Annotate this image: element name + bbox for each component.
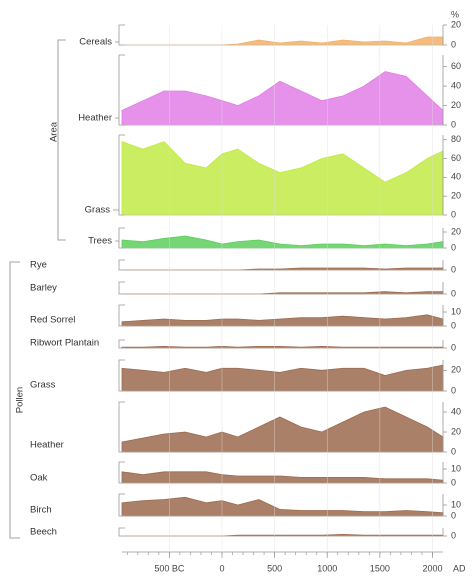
y-tick-label: 40 <box>451 80 461 90</box>
y-tick-label: 0 <box>451 209 456 219</box>
x-tick-label: 0 <box>219 563 224 573</box>
panel-label: Rye <box>30 260 47 271</box>
y-tick-label: 20 <box>451 365 461 375</box>
group-bracket <box>9 261 20 539</box>
y-tick-label: 0 <box>451 39 456 49</box>
panel-label: Heather <box>78 113 112 124</box>
panel-label: Ribwort Plantain <box>30 338 99 349</box>
panel-bracket <box>118 339 125 349</box>
y-tick-label: 20 <box>451 100 461 110</box>
panel-bracket <box>118 527 125 537</box>
y-tick-label: 10 <box>451 499 461 509</box>
area <box>122 267 444 271</box>
y-tick-label: 0 <box>451 385 456 395</box>
x-tick-label: 500 <box>267 563 282 573</box>
panel-label: Cereals <box>79 37 112 48</box>
area <box>121 71 444 126</box>
y-tick-label: 0 <box>451 446 456 456</box>
panel-label: Grass <box>30 380 56 391</box>
x-tick-label: 500 BC <box>154 563 185 573</box>
y-tick-label: 10 <box>451 306 461 316</box>
panel-label: Beech <box>30 527 57 538</box>
area <box>121 235 444 249</box>
group-bracket <box>57 39 66 241</box>
area <box>121 141 444 216</box>
y-tick-label: 0 <box>451 510 456 520</box>
y-tick-label: 10 <box>451 463 461 473</box>
y-tick-label: 60 <box>451 153 461 163</box>
area <box>121 345 444 349</box>
panel-label: Birch <box>30 505 52 516</box>
y-tick-label: 20 <box>451 19 461 29</box>
area <box>121 314 444 327</box>
y-tick-label: 0 <box>451 342 456 352</box>
y-tick-label: 0 <box>451 264 456 274</box>
area <box>122 291 444 295</box>
x-unit-label: AD <box>453 563 466 573</box>
y-unit-label: % <box>451 9 459 19</box>
area <box>121 471 444 484</box>
y-tick-label: 0 <box>451 530 456 540</box>
x-tick-label: 1500 <box>370 563 390 573</box>
area <box>121 364 444 392</box>
y-tick-label: 40 <box>451 172 461 182</box>
y-tick-label: 0 <box>451 477 456 487</box>
panel-label: Grass <box>85 205 111 216</box>
group-label: Area <box>49 121 60 142</box>
panel-label: Oak <box>30 473 48 484</box>
panel-bracket <box>118 281 125 295</box>
y-tick-label: 0 <box>451 119 456 129</box>
panel-label: Heather <box>30 440 64 451</box>
group-label: Pollen <box>15 387 26 413</box>
area <box>121 406 444 453</box>
y-tick-label: 60 <box>451 61 461 71</box>
panel-label: Barley <box>30 283 57 294</box>
panel-bracket <box>118 259 125 271</box>
y-tick-label: 20 <box>451 191 461 201</box>
y-tick-label: 20 <box>451 226 461 236</box>
y-tick-label: 0 <box>451 288 456 298</box>
y-tick-label: 0 <box>451 242 456 252</box>
y-tick-label: 80 <box>451 134 461 144</box>
y-tick-label: 20 <box>451 426 461 436</box>
panel-label: Trees <box>88 236 112 247</box>
panel-label: Red Sorrel <box>30 315 75 326</box>
area <box>121 496 444 517</box>
panel-bracket <box>118 24 125 46</box>
x-tick-label: 1000 <box>317 563 337 573</box>
y-tick-label: 40 <box>451 406 461 416</box>
area <box>122 36 444 46</box>
x-tick-label: 2000 <box>422 563 442 573</box>
y-tick-label: 0 <box>451 320 456 330</box>
